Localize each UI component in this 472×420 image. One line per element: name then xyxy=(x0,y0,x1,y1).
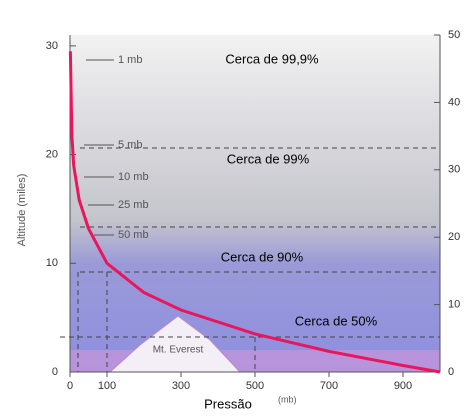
y2-tick-label: 0 xyxy=(448,366,454,378)
x-axis-title: Pressão xyxy=(204,396,252,411)
annotation: Cerca de 99% xyxy=(227,151,310,166)
x-tick-label: 300 xyxy=(172,380,190,392)
y2-tick-label: 40 xyxy=(448,96,460,108)
plot-background xyxy=(70,35,440,372)
y-tick-label: 30 xyxy=(46,40,58,52)
x-tick-label: 0 xyxy=(67,380,73,392)
y2-tick-label: 10 xyxy=(448,299,460,311)
x-tick-label: 100 xyxy=(98,380,116,392)
x-axis-unit: (mb) xyxy=(278,394,297,404)
annotation: Cerca de 99,9% xyxy=(225,51,319,66)
annotation: 10 mb xyxy=(118,171,149,183)
y2-tick-label: 30 xyxy=(448,164,460,176)
x-tick-label: 700 xyxy=(320,380,338,392)
annotation: 1 mb xyxy=(118,54,142,66)
annotation: Cerca de 50% xyxy=(295,313,378,328)
y-tick-label: 0 xyxy=(52,366,58,378)
y-tick-label: 20 xyxy=(46,148,58,160)
x-tick-label: 900 xyxy=(394,380,412,392)
y2-tick-label: 50 xyxy=(448,29,460,41)
y2-tick-label: 20 xyxy=(448,231,460,243)
y-axis-title: Altitude (miles) xyxy=(16,174,28,247)
annotation: 5 mb xyxy=(118,139,142,151)
annotation: 25 mb xyxy=(118,199,149,211)
annotation: Cerca de 90% xyxy=(221,249,304,264)
altitude-curve xyxy=(68,51,441,374)
y-tick-label: 10 xyxy=(46,257,58,269)
x-tick-label: 500 xyxy=(246,380,264,392)
annotation: Mt. Everest xyxy=(153,345,204,356)
annotation: 50 mb xyxy=(118,229,149,241)
